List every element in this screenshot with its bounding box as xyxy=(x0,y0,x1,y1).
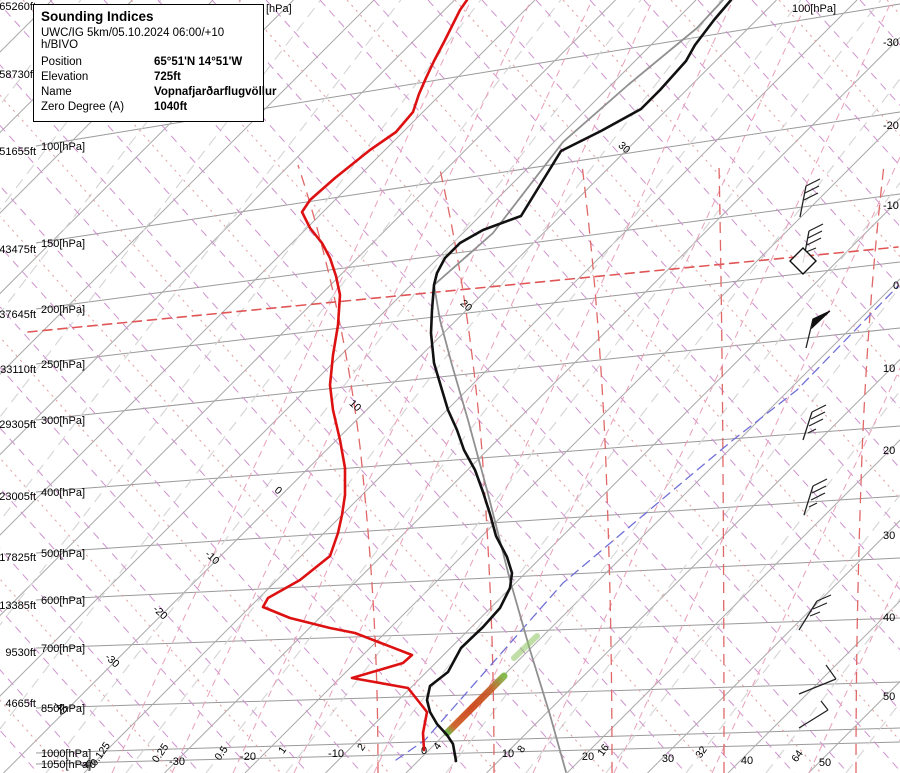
panel-row-label: Position xyxy=(41,56,82,68)
svg-text:20: 20 xyxy=(883,445,895,457)
svg-text:100[hPa]: 100[hPa] xyxy=(792,3,836,15)
panel-row-label: Elevation xyxy=(41,71,89,83)
svg-text:-10: -10 xyxy=(883,200,899,212)
svg-text:40: 40 xyxy=(883,612,895,624)
grid-moist-adiabats-red xyxy=(297,164,885,773)
svg-text:2: 2 xyxy=(355,741,368,753)
wind-barb xyxy=(803,478,828,516)
svg-text:23005ft: 23005ft xyxy=(0,491,36,503)
svg-text:58730ft: 58730ft xyxy=(0,69,36,81)
zero-degree-line xyxy=(395,285,899,761)
svg-text:4: 4 xyxy=(431,740,444,752)
svg-text:-30: -30 xyxy=(169,756,185,768)
panel-row-value: 1040ft xyxy=(154,101,188,113)
wind-barb xyxy=(798,664,837,695)
svg-text:-30: -30 xyxy=(102,651,121,670)
svg-text:600[hPa]: 600[hPa] xyxy=(41,595,85,607)
svg-text:33110ft: 33110ft xyxy=(0,364,36,376)
panel-row-value: Vopnafjarðarflugvöllur xyxy=(154,86,277,98)
svg-text:1: 1 xyxy=(276,744,289,756)
svg-text:51655ft: 51655ft xyxy=(0,146,36,158)
dewpoint-curve xyxy=(261,0,469,752)
svg-text:-40: -40 xyxy=(80,759,96,771)
svg-text:500[hPa]: 500[hPa] xyxy=(41,548,85,560)
svg-text:0: 0 xyxy=(272,484,284,497)
temperature-curve xyxy=(425,0,733,763)
wind-barb xyxy=(799,178,821,218)
svg-text:17825ft: 17825ft xyxy=(0,552,36,564)
svg-text:850[hPa]: 850[hPa] xyxy=(41,703,85,715)
wind-barb xyxy=(798,594,832,631)
svg-text:-30: -30 xyxy=(883,37,899,49)
svg-text:30: 30 xyxy=(883,530,895,542)
svg-text:30: 30 xyxy=(662,753,674,765)
svg-text:-10: -10 xyxy=(202,548,221,567)
svg-text:0: 0 xyxy=(893,280,899,292)
wind-barbs xyxy=(789,178,837,729)
wind-barb xyxy=(805,310,831,349)
svg-text:40: 40 xyxy=(741,755,753,767)
svg-text:29305ft: 29305ft xyxy=(0,419,36,431)
svg-text:400[hPa]: 400[hPa] xyxy=(41,487,85,499)
parcel-path xyxy=(433,0,724,773)
panel-row-label: Name xyxy=(41,86,72,98)
svg-text:-20: -20 xyxy=(883,120,899,132)
panel-row-value: 65°51'N 14°51'W xyxy=(154,56,243,68)
panel-row: Zero Degree (A) 1040ft xyxy=(41,100,256,115)
svg-text:8: 8 xyxy=(515,743,528,755)
svg-text:16: 16 xyxy=(595,742,612,759)
panel-subtitle: UWC/IG 5km/05.10.2024 06:00/+10 h/BIVO xyxy=(41,27,225,51)
tropopause-line xyxy=(27,246,899,333)
svg-text:10: 10 xyxy=(347,397,364,414)
svg-text:13385ft: 13385ft xyxy=(0,600,36,612)
svg-text:4665ft: 4665ft xyxy=(5,698,36,710)
svg-text:50: 50 xyxy=(883,691,895,703)
svg-text:37645ft: 37645ft xyxy=(0,309,36,321)
svg-text:1000[hPa]: 1000[hPa] xyxy=(41,748,91,760)
wind-barb xyxy=(802,404,827,441)
svg-text:50: 50 xyxy=(819,757,831,769)
svg-text:9530ft: 9530ft xyxy=(5,647,36,659)
svg-text:10: 10 xyxy=(883,363,895,375)
svg-text:30: 30 xyxy=(616,139,633,156)
wind-barb xyxy=(789,223,824,275)
svg-text:10: 10 xyxy=(502,748,514,760)
svg-text:300[hPa]: 300[hPa] xyxy=(41,415,85,427)
svg-text:1050[hPa]: 1050[hPa] xyxy=(41,759,91,771)
panel-rows: Position 65°51'N 14°51'W Elevation 725ft Nam… xyxy=(41,55,276,115)
svg-text:200[hPa]: 200[hPa] xyxy=(41,304,85,316)
panel-row-label: Zero Degree (A) xyxy=(41,101,125,113)
svg-text:64: 64 xyxy=(789,748,806,765)
panel-row: Position 65°51'N 14°51'W xyxy=(41,55,256,70)
svg-text:-20: -20 xyxy=(240,751,256,763)
panel-title: Sounding Indices xyxy=(41,9,154,24)
svg-text:700[hPa]: 700[hPa] xyxy=(41,643,85,655)
cape-segment xyxy=(443,633,540,737)
svg-text:250[hPa]: 250[hPa] xyxy=(41,359,85,371)
svg-text:150[hPa]: 150[hPa] xyxy=(41,238,85,250)
sounding-indices-panel: Sounding Indices UWC/IG 5km/05.10.2024 0… xyxy=(33,4,276,122)
svg-text:43475ft: 43475ft xyxy=(0,244,36,256)
panel-row: Name Vopnafjarðarflugvöllur xyxy=(41,85,276,100)
panel-row: Elevation 725ft xyxy=(41,70,256,85)
svg-text:65260ft: 65260ft xyxy=(0,1,36,13)
svg-text:[hPa]: [hPa] xyxy=(266,3,292,15)
panel-row-value: 725ft xyxy=(154,71,181,83)
svg-text:-10: -10 xyxy=(328,748,344,760)
tropopause-diamond-marker xyxy=(789,247,817,275)
svg-text:-20: -20 xyxy=(150,603,169,622)
svg-text:20: 20 xyxy=(458,297,475,314)
svg-text:20: 20 xyxy=(582,751,594,763)
svg-text:100[hPa]: 100[hPa] xyxy=(41,141,85,153)
wind-barb xyxy=(798,700,829,729)
svg-text:0.125: 0.125 xyxy=(88,740,113,769)
